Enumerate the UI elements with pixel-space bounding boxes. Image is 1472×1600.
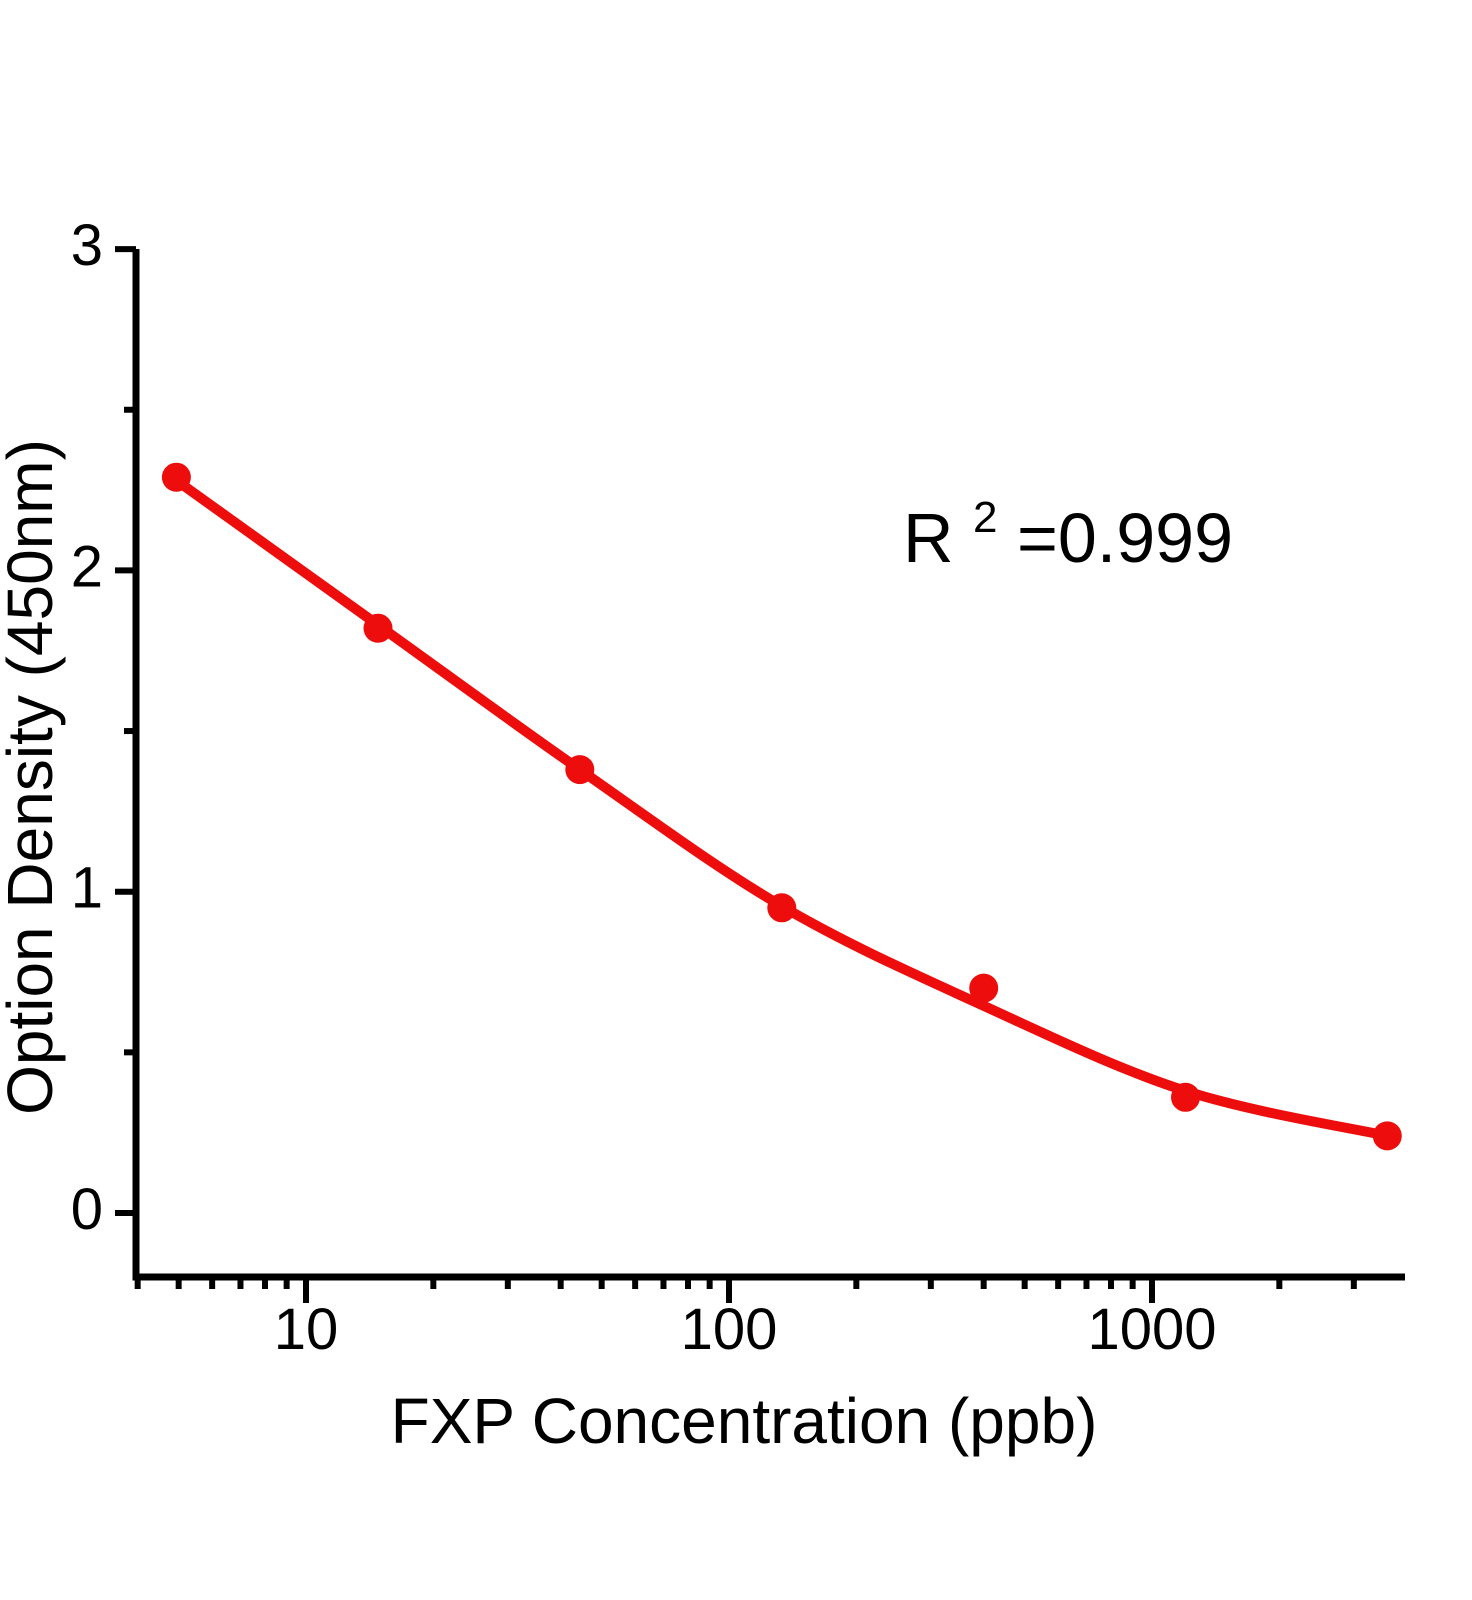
- data-point: [363, 613, 393, 643]
- fit-curve: [171, 475, 1393, 1141]
- data-point: [767, 893, 797, 923]
- y-tick-label-0: 0: [71, 1177, 103, 1242]
- r-squared-superscript: 2: [973, 493, 997, 542]
- x-tick-label-10: 10: [274, 1297, 339, 1362]
- y-tick-label-2: 2: [71, 534, 103, 599]
- data-point: [969, 973, 999, 1003]
- data-point: [565, 755, 595, 785]
- x-tick-label-100: 100: [681, 1297, 778, 1362]
- r-squared-base: R: [903, 499, 954, 577]
- data-point: [1372, 1121, 1402, 1151]
- y-tick-label-3: 3: [71, 213, 103, 278]
- tick-labels: 0 1 2 3 10 100 1000: [71, 213, 1217, 1362]
- axes: [115, 246, 1405, 1303]
- y-tick-label-1: 1: [71, 856, 103, 921]
- x-tick-label-1000: 1000: [1087, 1297, 1216, 1362]
- y-axis-title: Option Density (450nm): [0, 439, 66, 1115]
- x-axis-title: FXP Concentration (ppb): [391, 1385, 1098, 1457]
- r-squared-annotation: R 2 =0.999: [903, 469, 1233, 577]
- data-points: [161, 462, 1402, 1151]
- data-point: [161, 462, 191, 492]
- data-point: [1171, 1082, 1200, 1112]
- r-squared-value: =0.999: [1017, 499, 1233, 577]
